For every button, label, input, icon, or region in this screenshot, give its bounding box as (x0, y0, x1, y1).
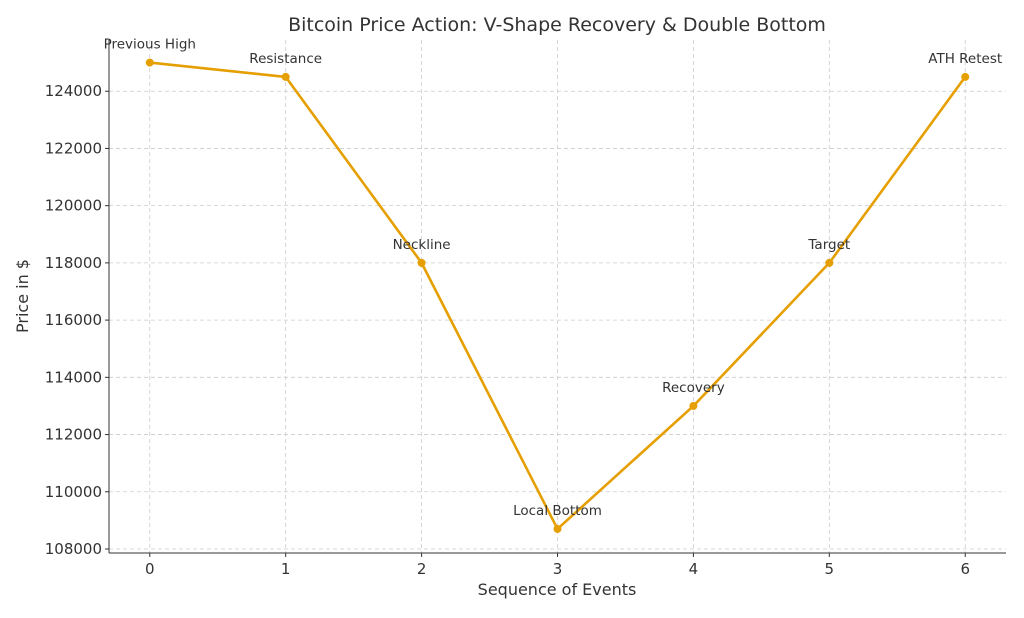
data-annotation: Local Bottom (513, 503, 602, 519)
y-tick-label: 108000 (45, 540, 102, 558)
x-tick-label: 2 (417, 560, 427, 578)
data-annotation: Recovery (662, 380, 725, 396)
y-axis-label: Price in $ (13, 259, 32, 333)
y-tick-label: 124000 (45, 82, 102, 100)
grid (109, 40, 1006, 553)
x-tick-label: 0 (145, 560, 155, 578)
ticks: 0 1 2 3 4 5 6 108000 110000 112000 114000 116000 118… (45, 82, 970, 578)
data-point (553, 524, 562, 533)
data-point (961, 72, 970, 81)
data-annotation: Target (807, 237, 850, 253)
data-annotation: Previous High (104, 37, 196, 53)
annotations: Previous High Resistance Neckline Local Bot… (104, 37, 1003, 519)
data-point (825, 258, 834, 267)
y-tick-label: 118000 (45, 254, 102, 272)
x-tick-label: 4 (689, 560, 699, 578)
y-tick-label: 110000 (45, 483, 102, 501)
y-tick-label: 120000 (45, 197, 102, 215)
x-axis-label: Sequence of Events (478, 580, 637, 599)
y-tick-label: 122000 (45, 139, 102, 157)
chart-title: Bitcoin Price Action: V-Shape Recovery &… (288, 14, 826, 36)
data-annotation: Neckline (393, 237, 451, 253)
data-point (281, 72, 290, 81)
data-point (689, 401, 698, 410)
y-tick-label: 116000 (45, 311, 102, 329)
data-point (145, 58, 154, 67)
y-tick-label: 114000 (45, 368, 102, 386)
data-annotation: ATH Retest (928, 51, 1002, 67)
x-tick-label: 1 (281, 560, 291, 578)
y-tick-label: 112000 (45, 426, 102, 444)
x-tick-label: 5 (825, 560, 835, 578)
x-tick-label: 3 (553, 560, 563, 578)
series (145, 58, 970, 533)
data-annotation: Resistance (249, 51, 322, 67)
x-tick-label: 6 (960, 560, 970, 578)
data-point (417, 258, 426, 267)
